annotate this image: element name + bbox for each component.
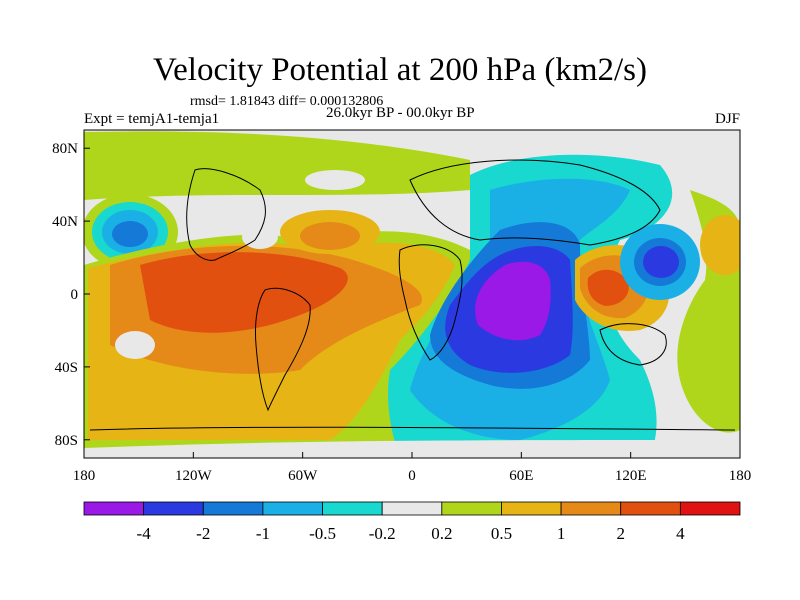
coast-south-america (255, 287, 311, 412)
x-tick-label: 60E (509, 468, 533, 484)
x-tick-label: 120E (615, 468, 647, 484)
experiment-label: Expt = temjA1-temja1 (84, 111, 220, 127)
contour-field (84, 131, 740, 458)
coast-australia (599, 323, 667, 366)
colorbar-label: 2 (616, 524, 625, 543)
colorbar-label: -0.2 (369, 524, 396, 543)
y-tick-label: 80S (55, 433, 78, 449)
contour-grey-patch-3 (242, 225, 278, 249)
map-area (84, 130, 740, 458)
season-label: DJF (714, 111, 740, 127)
colorbar-swatch (501, 501, 562, 516)
colorbar-swatch (143, 501, 204, 516)
colorbar-swatch (441, 501, 502, 516)
y-tick-label: 40S (55, 360, 78, 376)
colorbar-swatch (560, 501, 622, 516)
x-axis: 180 120W 60W 0 60E 120E 180 (73, 452, 752, 484)
colorbar-label: -0.5 (309, 524, 336, 543)
x-tick-label: 180 (729, 468, 752, 484)
colorbar-label: 4 (676, 524, 685, 543)
stats-label: rmsd= 1.81843 diff= 0.000132806 (190, 94, 384, 109)
colorbar-swatch (679, 501, 741, 516)
colorbar-label: 0.2 (431, 524, 452, 543)
y-tick-label: 80N (52, 141, 78, 157)
contour-band-north (84, 131, 470, 200)
coast-north-america (186, 168, 266, 261)
x-tick-label: 60W (288, 468, 318, 484)
y-tick-label: 0 (71, 287, 79, 303)
contour-band-south (84, 440, 740, 458)
contour-grey-patch-1 (305, 170, 365, 190)
contour-west-pos-4 (140, 252, 348, 333)
contour-east-neg-core (475, 261, 551, 341)
coast-antarctica (89, 426, 736, 431)
colorbar-label: -1 (256, 524, 270, 543)
colorbar-label: 0.5 (491, 524, 512, 543)
contour-eu-inner (300, 222, 360, 250)
y-tick-label: 40N (52, 214, 78, 230)
x-tick-label: 120W (175, 468, 213, 484)
contour-wp-core (643, 246, 679, 278)
contour-np-core (112, 221, 148, 247)
colorbar-swatch (83, 501, 145, 516)
y-axis: 80N 40N 0 40S 80S (52, 141, 90, 449)
coast-eurasia (409, 159, 661, 246)
x-tick-label: 0 (408, 468, 416, 484)
colorbar-swatch (381, 501, 443, 516)
coast-africa (398, 244, 463, 361)
colorbar: -4 -2 -1 -0.5 -0.2 0.2 0.5 1 2 4 (83, 501, 741, 543)
chart-title: Velocity Potential at 200 hPa (km2/s) (152, 52, 648, 88)
contour-mc-core (587, 269, 629, 306)
colorbar-swatch (202, 501, 264, 516)
coastlines (89, 159, 736, 431)
colorbar-swatch (262, 501, 323, 516)
colorbar-swatch (322, 501, 383, 516)
colorbar-label: -4 (137, 524, 152, 543)
x-tick-label: 180 (73, 468, 96, 484)
contour-ep-inner (700, 215, 740, 275)
contour-grey-patch-2 (115, 331, 155, 359)
colorbar-label: 1 (557, 524, 566, 543)
colorbar-label: -2 (196, 524, 210, 543)
colorbar-swatch (620, 501, 681, 516)
period-label: 26.0kyr BP - 00.0kyr BP (326, 105, 475, 121)
